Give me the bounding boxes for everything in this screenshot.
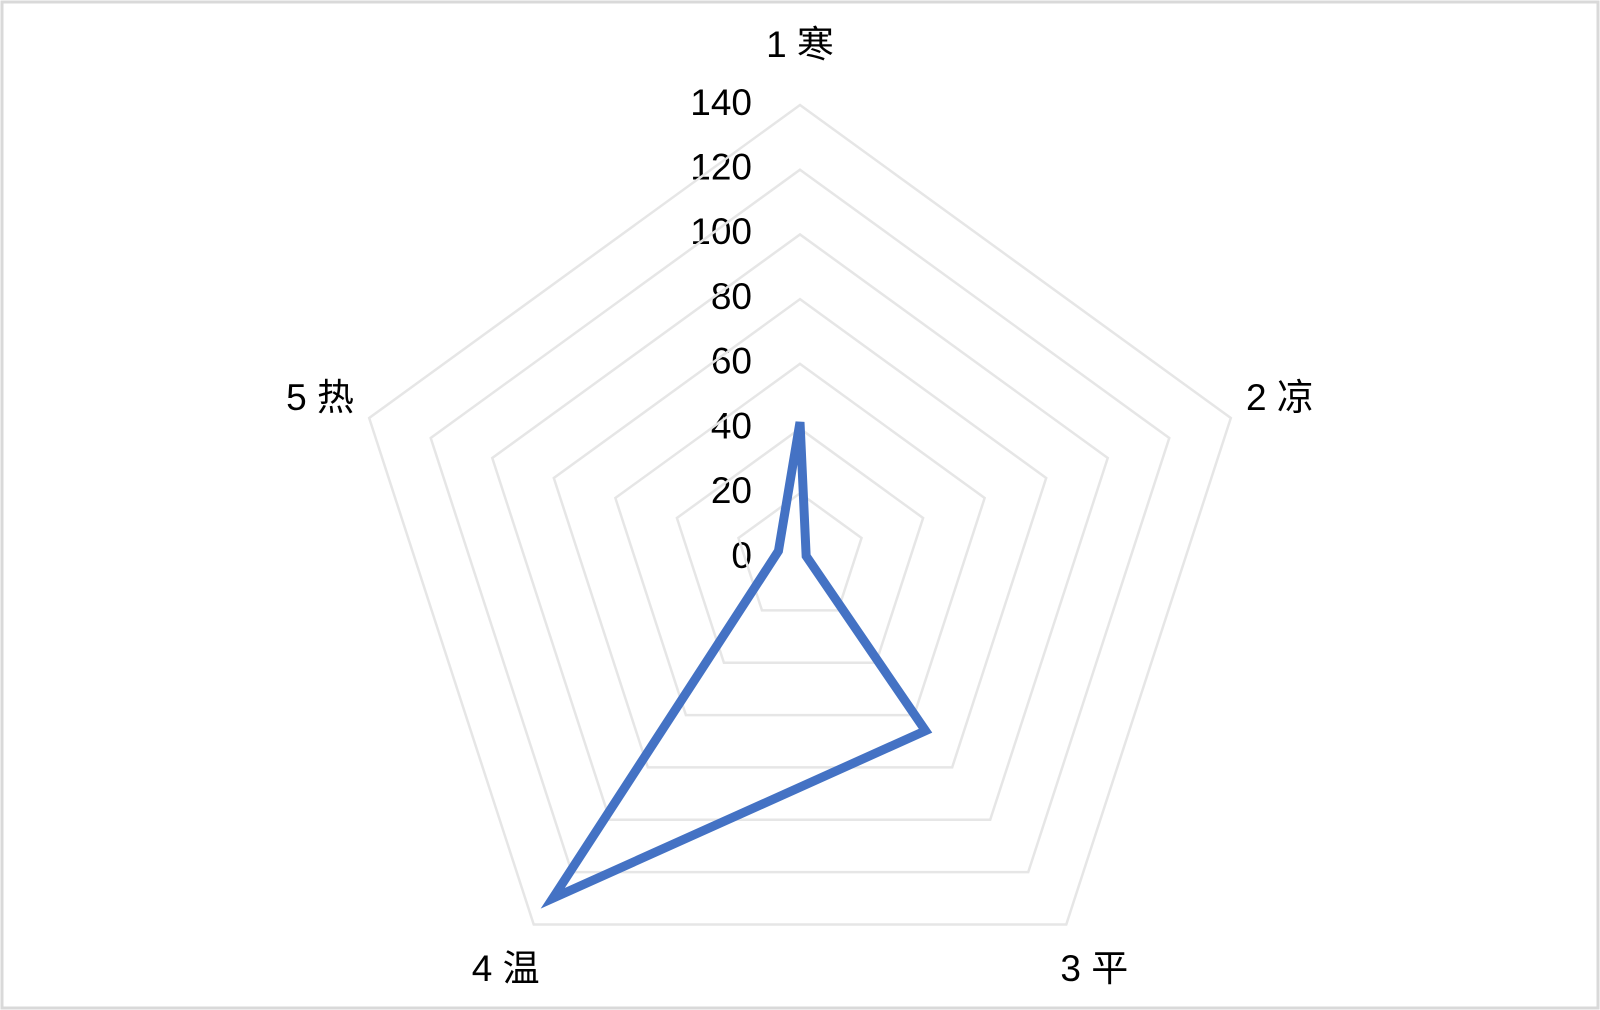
y-tick-label: 120 [690, 146, 752, 187]
grid-line [552, 297, 1048, 769]
category-label: 2 凉 [1246, 377, 1314, 418]
y-tick-label: 80 [711, 276, 752, 317]
grid-line [736, 491, 864, 612]
grid-line [675, 427, 925, 664]
y-tick-label: 20 [711, 470, 752, 511]
series-line [540, 421, 933, 909]
y-tick-label: 100 [690, 211, 752, 252]
y-tick-label: 140 [690, 82, 752, 123]
grid-line [613, 362, 987, 717]
category-label: 1 寒 [766, 24, 834, 65]
y-tick-label: 40 [711, 405, 752, 446]
category-label: 5 热 [286, 377, 354, 418]
y-tick-label: 60 [711, 341, 752, 382]
grid-line [490, 232, 1110, 822]
grid-line [429, 168, 1171, 874]
grid-line [367, 103, 1233, 926]
category-label: 3 平 [1060, 948, 1128, 989]
category-label: 4 温 [472, 948, 540, 989]
